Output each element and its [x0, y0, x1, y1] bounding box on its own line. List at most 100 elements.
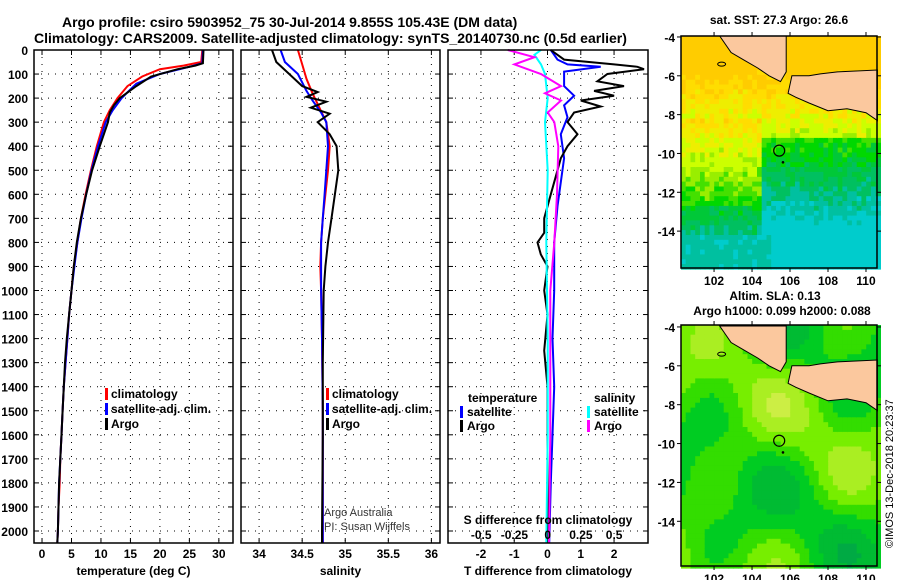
- map-cell: [742, 244, 748, 251]
- map-cell: [728, 529, 734, 535]
- map-cell: [785, 349, 791, 355]
- map-cell: [700, 543, 706, 550]
- s-tick-label: -0.5: [471, 528, 492, 542]
- map-cell: [813, 339, 820, 346]
- map-cell: [851, 402, 858, 409]
- map-cell: [742, 538, 748, 545]
- map-cell: [704, 45, 710, 52]
- map-cell: [714, 162, 720, 168]
- map-cell: [685, 485, 691, 491]
- map-cell: [804, 417, 810, 423]
- map-cell: [757, 538, 763, 545]
- map-cell: [738, 176, 744, 183]
- map-cell: [728, 50, 734, 57]
- map-cell: [856, 524, 862, 530]
- map-cell: [847, 50, 853, 57]
- map-cell: [681, 524, 687, 530]
- map-cell: [795, 239, 801, 246]
- map-cell: [757, 99, 763, 105]
- map-cell: [747, 393, 753, 399]
- map-cell: [866, 548, 872, 554]
- map-cell: [719, 94, 725, 100]
- map-cell: [733, 60, 739, 66]
- x-tick-label: 0: [39, 547, 46, 561]
- map-cell: [856, 244, 862, 251]
- map-cell: [875, 363, 881, 370]
- x-tick-label: 1: [577, 547, 584, 561]
- map-cell: [747, 495, 753, 501]
- map-cell: [804, 40, 810, 47]
- map-cell: [809, 201, 815, 207]
- map-cell: [700, 244, 706, 251]
- map-cell: [690, 465, 696, 472]
- map-cell: [733, 456, 739, 462]
- map-cell: [714, 196, 720, 202]
- map-cell: [714, 249, 720, 256]
- map-cell: [738, 397, 744, 404]
- map-cell: [742, 235, 748, 241]
- map-cell: [733, 103, 739, 110]
- map-cell: [813, 480, 820, 486]
- map-cell: [847, 244, 853, 251]
- map-cell: [828, 470, 834, 477]
- map-cell: [799, 397, 805, 404]
- map-cell: [742, 465, 748, 472]
- map-cell: [733, 378, 739, 384]
- map-cell: [804, 519, 810, 525]
- map-cell: [752, 210, 758, 217]
- map-cell: [738, 259, 744, 265]
- map-cell: [719, 249, 725, 256]
- map-cell: [709, 533, 715, 540]
- map-cell: [742, 422, 748, 428]
- map-cell: [700, 495, 706, 501]
- map-cell: [766, 249, 772, 256]
- map-cell: [851, 519, 858, 525]
- map-cell: [719, 461, 725, 467]
- map-cell: [866, 485, 872, 491]
- legend-swatch: [587, 420, 590, 432]
- map-cell: [719, 220, 725, 226]
- map-cell: [785, 79, 791, 86]
- map-cell: [823, 325, 829, 331]
- map-cell: [861, 128, 867, 134]
- map-cell: [681, 529, 687, 535]
- map-cell: [861, 553, 867, 559]
- lon-tick-label: 108: [818, 274, 838, 288]
- map-cell: [828, 191, 834, 197]
- map-cell: [723, 133, 729, 139]
- map-cell: [700, 393, 706, 399]
- map-cell: [847, 259, 853, 265]
- map-cell: [828, 461, 834, 467]
- map-cell: [842, 533, 848, 540]
- map-cell: [866, 254, 872, 260]
- map-cell: [685, 128, 691, 134]
- map-cell: [771, 181, 777, 188]
- map-cell: [847, 548, 853, 554]
- map-cell: [690, 339, 696, 346]
- map-cell: [695, 495, 701, 501]
- map-cell: [776, 230, 782, 236]
- map-cell: [813, 171, 820, 178]
- map-cell: [723, 499, 729, 506]
- map-cell: [842, 344, 848, 350]
- map-cell: [695, 84, 701, 90]
- map-cell: [728, 60, 734, 66]
- map-cell: [723, 230, 729, 236]
- map-cell: [771, 94, 777, 100]
- map-cell: [870, 519, 877, 525]
- map-cell: [799, 60, 805, 66]
- map-cell: [851, 553, 858, 559]
- map-cell: [761, 244, 767, 251]
- map-cell: [851, 133, 858, 139]
- map-cell: [795, 167, 801, 173]
- map-cell: [813, 108, 820, 115]
- map-cell: [690, 490, 696, 496]
- map-cell: [719, 470, 725, 477]
- map-cell: [790, 538, 796, 545]
- map-cell: [837, 152, 843, 158]
- map-cell: [809, 344, 815, 350]
- map-cell: [832, 181, 839, 188]
- map-cell: [700, 499, 706, 506]
- map-cell: [700, 181, 706, 188]
- map-cell: [771, 79, 777, 86]
